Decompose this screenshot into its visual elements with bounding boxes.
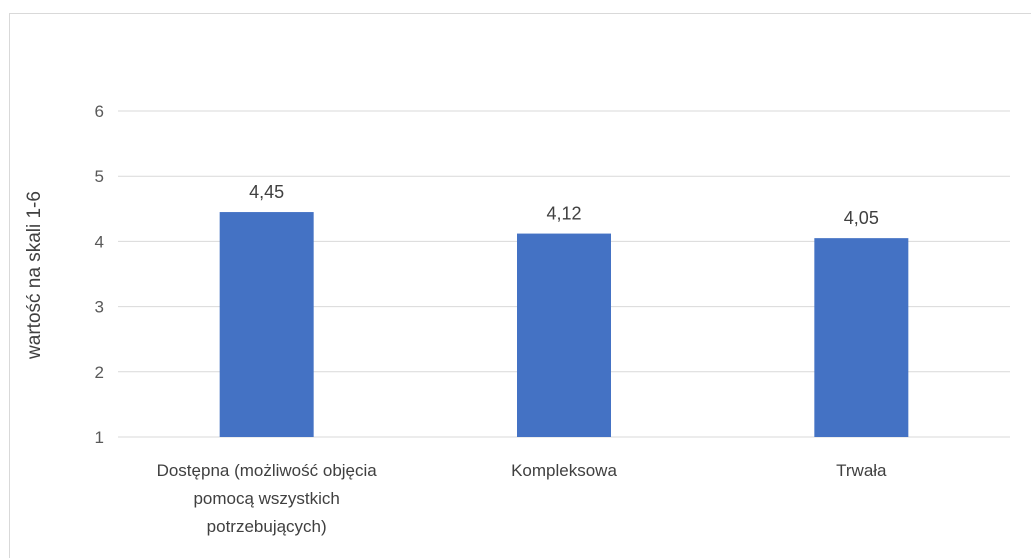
category-labels: Dostępna (możliwość objęcia pomocą wszyst… xyxy=(157,461,887,536)
category-label: Dostępna (możliwość objęcia xyxy=(157,461,378,480)
bar xyxy=(517,233,611,437)
category-label: potrzebujących) xyxy=(207,517,327,536)
bars xyxy=(219,212,909,437)
y-tick-label: 4 xyxy=(95,232,104,251)
category-label: Trwała xyxy=(836,461,887,480)
y-tick-label: 5 xyxy=(95,167,104,186)
y-tick-label: 1 xyxy=(95,428,104,447)
category-label: pomocą wszystkich xyxy=(193,489,339,508)
y-tick-label: 3 xyxy=(95,298,104,317)
y-tick-label: 2 xyxy=(95,363,104,382)
y-tick-label: 6 xyxy=(95,102,104,121)
y-axis-title: wartość na skali 1-6 xyxy=(24,191,45,360)
data-label: 4,05 xyxy=(844,208,879,228)
category-label: Kompleksowa xyxy=(511,461,617,480)
data-label: 4,45 xyxy=(249,182,284,202)
y-tick-labels: 1 2 3 4 5 6 xyxy=(95,102,104,447)
data-label: 4,12 xyxy=(546,204,581,224)
data-labels: 4,45 4,12 4,05 xyxy=(249,182,879,228)
bar xyxy=(219,212,314,437)
chart-frame xyxy=(9,13,1031,558)
bar xyxy=(814,238,909,437)
